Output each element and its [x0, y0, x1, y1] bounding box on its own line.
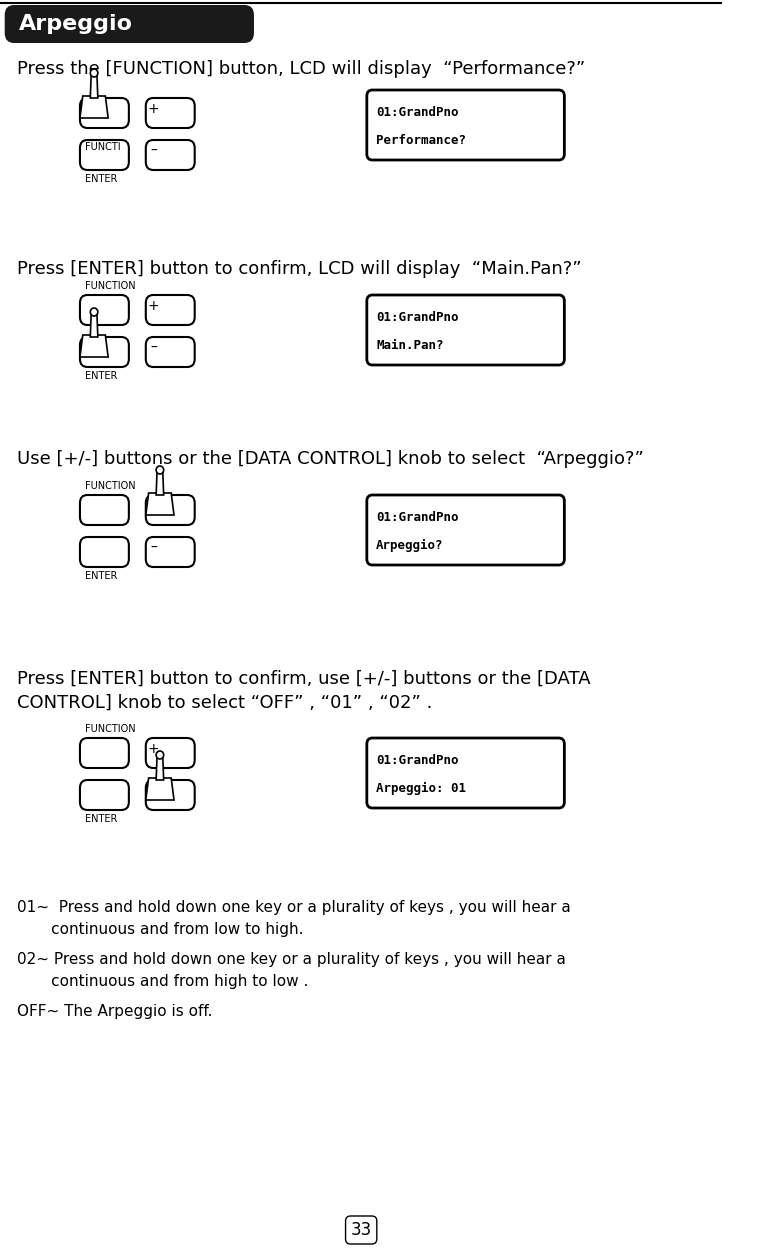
Text: Performance?: Performance?: [376, 134, 466, 147]
Text: 01:GrandPno: 01:GrandPno: [376, 510, 458, 524]
Text: –: –: [150, 541, 157, 556]
Text: FUNCTION: FUNCTION: [84, 724, 135, 734]
Text: Arpeggio: 01: Arpeggio: 01: [376, 782, 466, 794]
FancyBboxPatch shape: [367, 495, 564, 564]
FancyBboxPatch shape: [146, 98, 195, 128]
FancyBboxPatch shape: [80, 781, 129, 810]
Circle shape: [156, 466, 164, 474]
Polygon shape: [156, 755, 164, 781]
FancyBboxPatch shape: [146, 295, 195, 326]
FancyBboxPatch shape: [80, 537, 129, 567]
Text: FUNCTI: FUNCTI: [84, 142, 121, 152]
Polygon shape: [146, 778, 174, 799]
FancyBboxPatch shape: [367, 295, 564, 365]
Polygon shape: [80, 96, 108, 118]
Text: ENTER: ENTER: [84, 173, 117, 184]
Text: continuous and from low to high.: continuous and from low to high.: [17, 921, 303, 936]
FancyBboxPatch shape: [146, 495, 195, 525]
Text: 33: 33: [350, 1221, 372, 1239]
Text: FUNCTION: FUNCTION: [84, 282, 135, 292]
FancyBboxPatch shape: [80, 98, 129, 128]
Text: +: +: [147, 499, 159, 513]
FancyBboxPatch shape: [367, 91, 564, 160]
FancyBboxPatch shape: [80, 295, 129, 326]
Polygon shape: [91, 312, 98, 337]
FancyBboxPatch shape: [146, 140, 195, 170]
Text: ENTER: ENTER: [84, 571, 117, 581]
FancyBboxPatch shape: [80, 495, 129, 525]
Text: 02~ Press and hold down one key or a plurality of keys , you will hear a: 02~ Press and hold down one key or a plu…: [17, 952, 566, 967]
Text: continuous and from high to low .: continuous and from high to low .: [17, 974, 308, 989]
Polygon shape: [156, 470, 164, 495]
FancyBboxPatch shape: [80, 337, 129, 367]
Text: ENTER: ENTER: [84, 815, 117, 825]
FancyBboxPatch shape: [146, 537, 195, 567]
Text: ENTER: ENTER: [84, 371, 117, 381]
Text: Main.Pan?: Main.Pan?: [376, 339, 444, 352]
Text: Press [ENTER] button to confirm, LCD will display  “Main.Pan?”: Press [ENTER] button to confirm, LCD wil…: [17, 260, 581, 278]
Polygon shape: [91, 73, 98, 98]
Text: CONTROL] knob to select “OFF” , “01” , “02” .: CONTROL] knob to select “OFF” , “01” , “…: [17, 694, 432, 711]
Text: –: –: [150, 341, 157, 354]
FancyBboxPatch shape: [80, 140, 129, 170]
Text: 01:GrandPno: 01:GrandPno: [376, 106, 458, 119]
Text: Arpeggio?: Arpeggio?: [376, 539, 444, 552]
Text: FUNCTION: FUNCTION: [84, 481, 135, 491]
FancyBboxPatch shape: [146, 337, 195, 367]
Text: Use [+/-] buttons or the [DATA CONTROL] knob to select  “Arpeggio?”: Use [+/-] buttons or the [DATA CONTROL] …: [17, 450, 644, 468]
Text: Arpeggio: Arpeggio: [18, 14, 133, 34]
Text: 01:GrandPno: 01:GrandPno: [376, 754, 458, 767]
Text: –: –: [150, 784, 157, 798]
FancyBboxPatch shape: [80, 738, 129, 768]
Text: Press the [FUNCTION] button, LCD will display  “Performance?”: Press the [FUNCTION] button, LCD will di…: [17, 60, 585, 78]
Text: –: –: [150, 145, 157, 158]
Circle shape: [156, 750, 164, 759]
Text: +: +: [147, 299, 159, 313]
Text: +: +: [147, 102, 159, 116]
Polygon shape: [146, 493, 174, 515]
Text: OFF~ The Arpeggio is off.: OFF~ The Arpeggio is off.: [17, 1004, 213, 1019]
Text: Press [ENTER] button to confirm, use [+/-] buttons or the [DATA: Press [ENTER] button to confirm, use [+/…: [17, 670, 591, 688]
Polygon shape: [80, 336, 108, 357]
Text: +: +: [147, 742, 159, 755]
FancyBboxPatch shape: [5, 5, 254, 43]
Text: 01:GrandPno: 01:GrandPno: [376, 310, 458, 324]
FancyBboxPatch shape: [146, 738, 195, 768]
Circle shape: [91, 69, 98, 77]
Circle shape: [91, 308, 98, 316]
FancyBboxPatch shape: [367, 738, 564, 808]
Text: 01~  Press and hold down one key or a plurality of keys , you will hear a: 01~ Press and hold down one key or a plu…: [17, 900, 571, 915]
FancyBboxPatch shape: [146, 781, 195, 810]
